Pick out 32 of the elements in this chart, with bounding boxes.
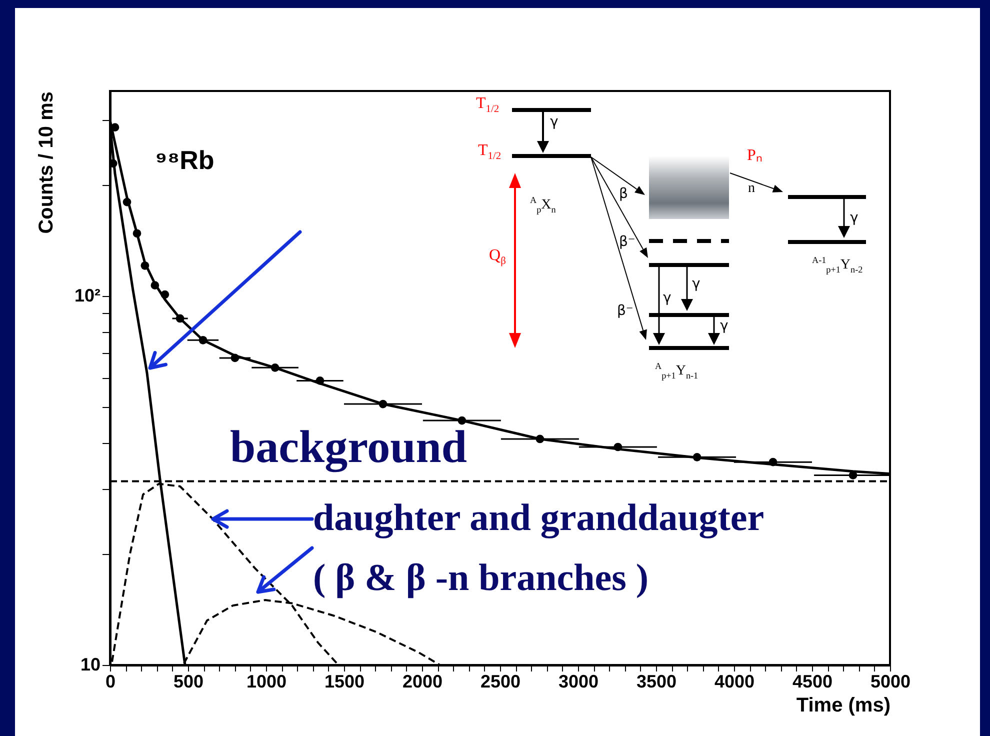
x-tick-label: 500 xyxy=(173,672,204,692)
annotation: β⁻ xyxy=(619,234,636,250)
annotation: T$_{1/2}$ xyxy=(478,142,502,163)
y-tick-label: 10 xyxy=(80,654,100,674)
annotation: n xyxy=(748,181,755,196)
y-axis-title: Counts / 10 ms xyxy=(35,92,58,234)
annotation: γ xyxy=(692,276,700,292)
x-tick-label: 2500 xyxy=(480,672,521,692)
x-tick-label: 3500 xyxy=(636,672,677,692)
annotation: γ xyxy=(850,210,858,226)
x-tick-label: 5000 xyxy=(870,672,911,692)
annotation: T$_{1/2}$ xyxy=(476,95,500,116)
x-tick-label: 0 xyxy=(105,672,116,692)
x-tick-label: 4000 xyxy=(714,672,755,692)
x-tick-label: 1500 xyxy=(324,672,365,692)
annotation: background xyxy=(230,420,467,473)
y-tick-label: 10² xyxy=(74,286,101,306)
annotation: ( β & β -n branches ) xyxy=(313,556,649,600)
annotation: Pₙ xyxy=(747,147,762,164)
annotation: ⁹⁸Rb xyxy=(155,145,214,176)
annotation: Q$_{β}$ xyxy=(489,247,506,268)
x-tick-label: 3000 xyxy=(558,672,599,692)
x-tick-label: 2000 xyxy=(402,672,443,692)
annotation: β⁻ xyxy=(617,303,634,319)
annotation: γ xyxy=(550,114,558,130)
annotation: daughter and granddaugter xyxy=(313,496,764,540)
annotation: γ xyxy=(720,318,728,334)
x-tick-label: 1000 xyxy=(246,672,287,692)
x-tick-label: 4500 xyxy=(792,672,833,692)
annotation: β xyxy=(619,186,628,202)
annotation: γ xyxy=(663,290,672,306)
x-axis-title: Time (ms) xyxy=(796,694,890,716)
